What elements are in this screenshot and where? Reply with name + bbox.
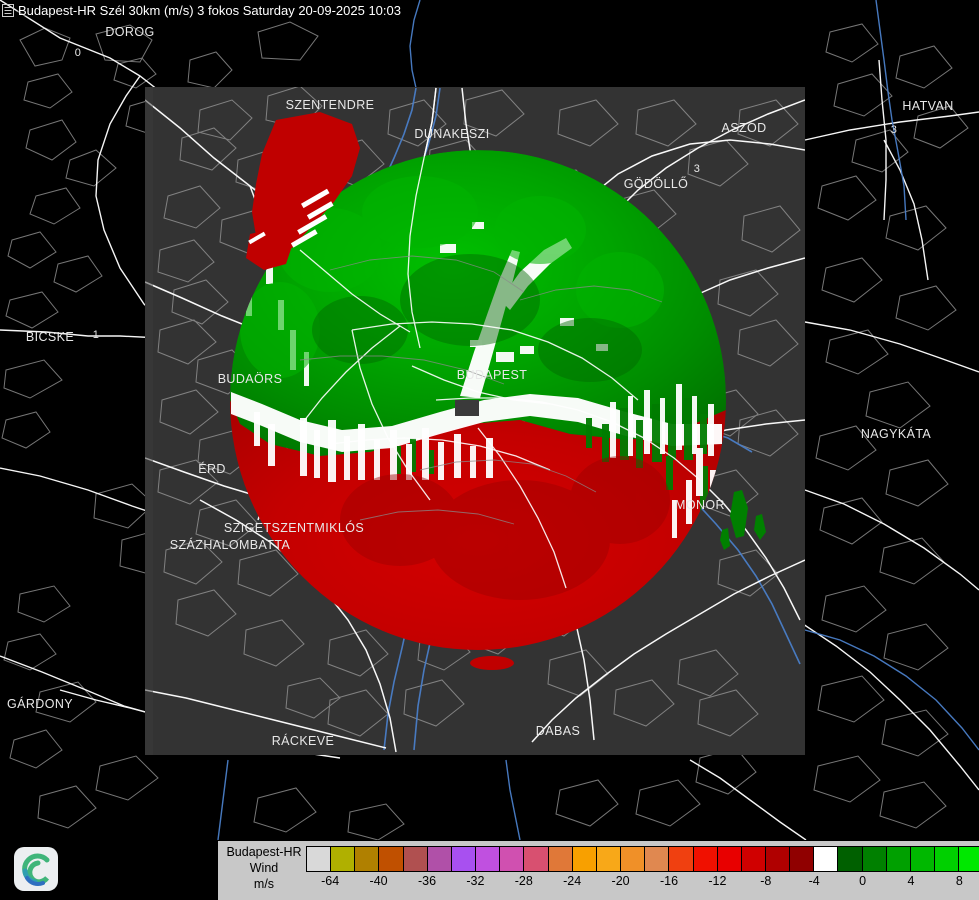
radar-map-canvas[interactable]: Budapest-HR Szél 30km (m/s) 3 fokos Satu… xyxy=(0,0,979,840)
legend-title-quantity: Wind xyxy=(249,861,279,875)
colorbar-swatch[interactable] xyxy=(403,847,428,871)
met-spiral-logo[interactable] xyxy=(13,846,59,892)
colorbar-tick: 0 xyxy=(859,874,867,888)
colorbar-swatch[interactable] xyxy=(307,847,332,871)
colorbar-swatch[interactable] xyxy=(379,847,404,871)
velocity-colorbar[interactable] xyxy=(306,846,979,872)
colorbar-tick: 8 xyxy=(955,874,963,888)
colorbar-swatch[interactable] xyxy=(331,847,356,871)
colorbar-swatch[interactable] xyxy=(596,847,622,871)
colorbar-swatch[interactable] xyxy=(886,847,911,871)
colorbar-swatch[interactable] xyxy=(790,847,815,871)
colorbar-swatch[interactable] xyxy=(838,847,863,871)
colorbar-swatch[interactable] xyxy=(814,847,839,871)
window-menu-icon[interactable] xyxy=(2,4,14,17)
colorbar-swatch[interactable] xyxy=(765,847,791,871)
colorbar-swatch[interactable] xyxy=(645,847,670,871)
colorbar-tick: 4 xyxy=(907,874,915,888)
legend-bar: Budapest-HR Wind m/s -64 -40 -36 -32 -28 -24-… xyxy=(0,840,979,900)
colorbar-tick: -8 xyxy=(760,874,772,888)
colorbar-swatch[interactable] xyxy=(935,847,960,871)
legend-title-unit: m/s xyxy=(253,877,275,891)
colorbar-tick: -40 xyxy=(369,874,388,888)
colorbar-swatch[interactable] xyxy=(548,847,573,871)
colorbar-swatch[interactable] xyxy=(910,847,936,871)
colorbar-tick: -20 xyxy=(611,874,630,888)
colorbar-swatch[interactable] xyxy=(427,847,452,871)
colorbar-swatch[interactable] xyxy=(669,847,694,871)
colorbar-tick: -16 xyxy=(659,874,679,888)
colorbar-swatch[interactable] xyxy=(621,847,646,871)
colorbar-swatch[interactable] xyxy=(741,847,766,871)
colorbar-swatch[interactable] xyxy=(959,847,979,871)
colorbar-tick: -28 xyxy=(514,874,533,888)
radar-map-graphic xyxy=(0,0,979,840)
legend-caption: Budapest-HR Wind m/s xyxy=(218,844,310,892)
colorbar-tick: -24 xyxy=(563,874,582,888)
colorbar-swatch[interactable] xyxy=(355,847,380,871)
colorbar-swatch[interactable] xyxy=(717,847,742,871)
legend-panel: Budapest-HR Wind m/s -64 -40 -36 -32 -28 -24-… xyxy=(218,841,979,900)
colorbar-swatch[interactable] xyxy=(693,847,718,871)
colorbar-swatch[interactable] xyxy=(524,847,549,871)
colorbar-tick: -4 xyxy=(808,874,820,888)
colorbar-swatch[interactable] xyxy=(862,847,887,871)
colorbar-swatch[interactable] xyxy=(572,847,597,871)
colorbar-tick: -32 xyxy=(466,874,485,888)
radar-title: Budapest-HR Szél 30km (m/s) 3 fokos Satu… xyxy=(18,3,401,18)
legend-title-radar: Budapest-HR xyxy=(226,845,302,859)
colorbar-tick: -36 xyxy=(417,874,437,888)
colorbar-tick: -12 xyxy=(708,874,727,888)
colorbar-swatch[interactable] xyxy=(500,847,525,871)
colorbar-tick: -64 xyxy=(321,874,340,888)
colorbar-swatch[interactable] xyxy=(451,847,477,871)
colorbar-swatch[interactable] xyxy=(476,847,501,871)
